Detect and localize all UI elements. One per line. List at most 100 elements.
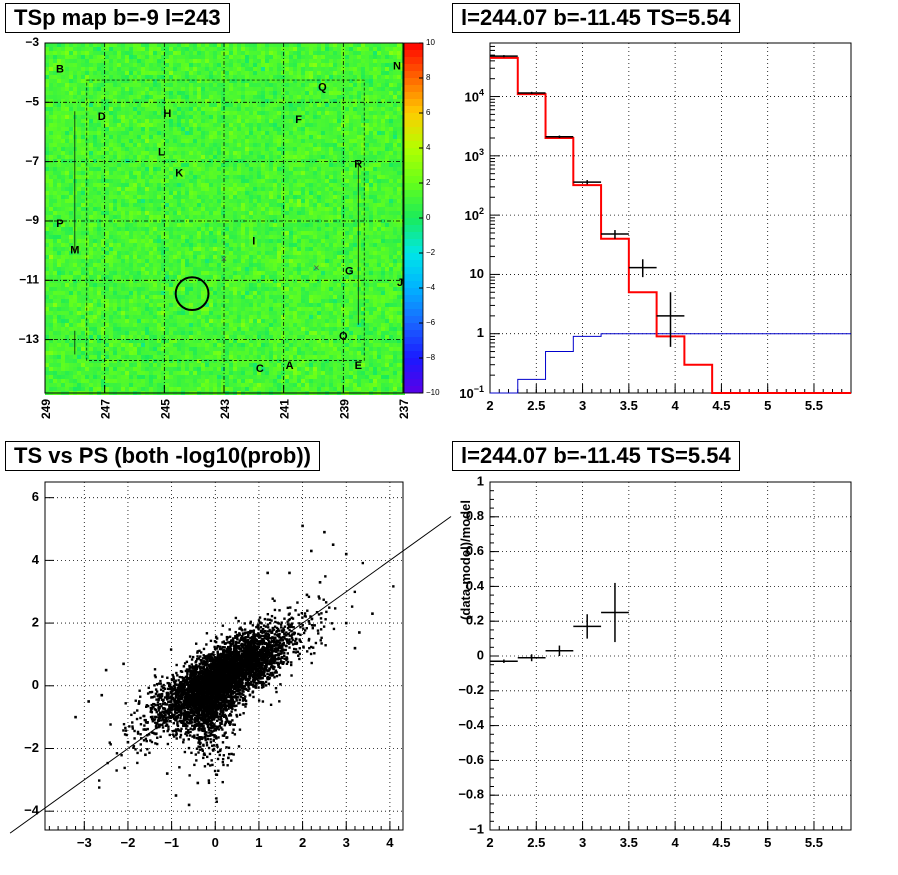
tsmap-cell xyxy=(289,131,293,135)
tsmap-cell xyxy=(365,55,369,59)
tsmap-cell xyxy=(293,131,297,135)
tsmap-cell xyxy=(53,167,57,171)
tsmap-cell xyxy=(277,119,281,123)
tsmap-cell xyxy=(385,115,389,119)
tsmap-cell xyxy=(361,119,365,123)
tsmap-cell xyxy=(269,207,273,211)
tsmap-cell xyxy=(213,115,217,119)
tsmap-cell xyxy=(205,59,209,63)
tsmap-cell xyxy=(93,111,97,115)
tsmap-cell xyxy=(337,139,341,143)
tsmap-cell xyxy=(393,235,397,239)
tsmap-cell xyxy=(209,123,213,127)
tsmap-cell xyxy=(237,67,241,71)
tsmap-cell xyxy=(229,227,233,231)
tsmap-cell xyxy=(381,55,385,59)
tsmap-cell xyxy=(177,55,181,59)
tsmap-cell xyxy=(137,75,141,79)
tsmap-cell xyxy=(349,251,353,255)
tsmap-cell xyxy=(169,167,173,171)
tsmap-cell xyxy=(349,63,353,67)
tsmap-cell xyxy=(377,67,381,71)
tsmap-cell xyxy=(101,99,105,103)
tsmap-cell xyxy=(77,211,81,215)
tsmap-cell xyxy=(337,251,341,255)
tsmap-cell xyxy=(365,103,369,107)
tsmap-cell xyxy=(77,59,81,63)
tsmap-cell xyxy=(385,251,389,255)
tsmap-cell xyxy=(253,119,257,123)
tsmap-cell xyxy=(73,103,77,107)
tsmap-cell xyxy=(217,111,221,115)
tsmap-cell xyxy=(357,131,361,135)
tsmap-cell xyxy=(93,215,97,219)
tsmap-cell xyxy=(281,79,285,83)
tsmap-cell xyxy=(317,251,321,255)
tsmap-cell xyxy=(213,59,217,63)
tsmap-cell xyxy=(281,259,285,263)
tsmap-cell xyxy=(185,71,189,75)
tsmap-cell xyxy=(357,259,361,263)
tsmap-cell xyxy=(45,255,49,259)
tsmap-cell xyxy=(285,215,289,219)
tsmap-cell xyxy=(117,211,121,215)
tsmap-cell xyxy=(389,187,393,191)
tsmap-cell xyxy=(381,187,385,191)
tsmap-cell xyxy=(349,91,353,95)
tsmap-cell xyxy=(289,223,293,227)
tsmap-cell xyxy=(305,83,309,87)
tsmap-cell xyxy=(241,259,245,263)
tsmap-cell xyxy=(181,175,185,179)
tsmap-cell xyxy=(233,127,237,131)
tsmap-cell xyxy=(237,127,241,131)
tsmap-cell xyxy=(197,91,201,95)
tsmap-cell xyxy=(141,55,145,59)
tsmap-cell xyxy=(333,87,337,91)
tsmap-cell xyxy=(309,119,313,123)
tsmap-cell xyxy=(101,163,105,167)
tsmap-cell xyxy=(333,115,337,119)
tsmap-cell xyxy=(113,99,117,103)
tsmap-cell xyxy=(89,151,93,155)
tsmap-cell xyxy=(185,207,189,211)
tsmap-cell xyxy=(201,215,205,219)
tsmap-cell xyxy=(237,191,241,195)
tsmap-cell xyxy=(69,187,73,191)
tsmap-cell xyxy=(317,243,321,247)
tsmap-cell xyxy=(297,67,301,71)
tsmap-cell xyxy=(125,43,129,47)
tsmap-cell xyxy=(117,119,121,123)
tsmap-cell xyxy=(65,231,69,235)
tsmap-cell xyxy=(381,43,385,47)
tsmap-cell xyxy=(309,135,313,139)
tsmap-cell xyxy=(229,51,233,55)
tsmap-cell xyxy=(397,163,401,167)
tsmap-cell xyxy=(133,51,137,55)
tsmap-cell xyxy=(269,179,273,183)
tsmap-cell xyxy=(105,215,109,219)
tsmap-cell xyxy=(245,83,249,87)
tsmap-cell xyxy=(301,115,305,119)
tsmap-cell xyxy=(369,243,373,247)
tsmap-cell xyxy=(325,75,329,79)
tsmap-cell xyxy=(77,223,81,227)
tsmap-cell xyxy=(261,199,265,203)
tsmap-cell xyxy=(265,251,269,255)
tsmap-cell xyxy=(197,207,201,211)
tsmap-cell xyxy=(125,59,129,63)
tsmap-cell xyxy=(101,59,105,63)
tsmap-cell xyxy=(301,119,305,123)
tsmap-cell xyxy=(97,71,101,75)
tsmap-cell xyxy=(73,43,77,47)
tsmap-cell xyxy=(57,159,61,163)
tsmap-cell xyxy=(125,143,129,147)
tsmap-cell xyxy=(205,51,209,55)
tsmap-cell xyxy=(137,107,141,111)
tsmap-cell xyxy=(197,199,201,203)
tsmap-cell xyxy=(301,207,305,211)
tsmap-cell xyxy=(157,87,161,91)
tsmap-cell xyxy=(281,47,285,51)
tsmap-cell xyxy=(385,119,389,123)
tsmap-cell xyxy=(333,139,337,143)
tsmap-cell xyxy=(325,163,329,167)
